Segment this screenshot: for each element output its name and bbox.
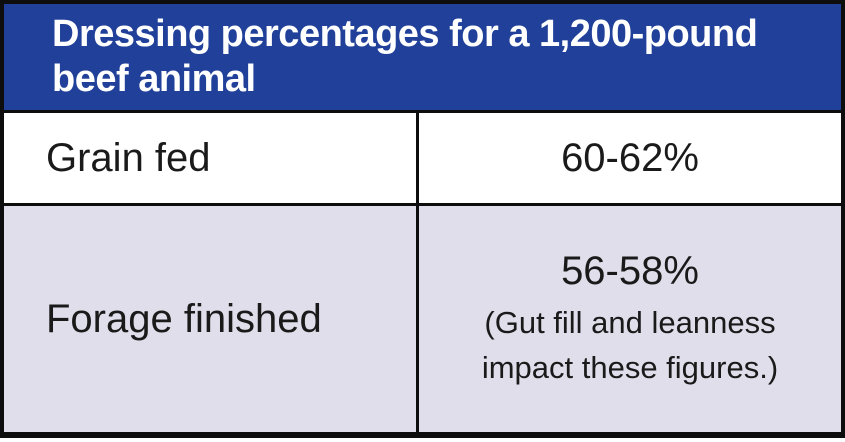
row-label-forage-finished: Forage finished: [4, 206, 419, 432]
row-label-grain-fed: Grain fed: [4, 113, 419, 203]
table-title: Dressing percentages for a 1,200-pound b…: [52, 13, 758, 100]
table-header: Dressing percentages for a 1,200-pound b…: [4, 4, 841, 110]
row-value-grain-fed: 60-62%: [561, 135, 699, 180]
table-row: Grain fed 60-62%: [4, 110, 841, 203]
table-row: Forage finished 56-58% (Gut fill and lea…: [4, 203, 841, 432]
row-value-cell: 60-62%: [419, 113, 841, 203]
row-value-forage-finished: 56-58%: [561, 248, 699, 293]
row-note-forage-finished: (Gut fill and leanness impact these figu…: [481, 304, 779, 385]
row-value-cell: 56-58% (Gut fill and leanness impact the…: [419, 206, 841, 432]
